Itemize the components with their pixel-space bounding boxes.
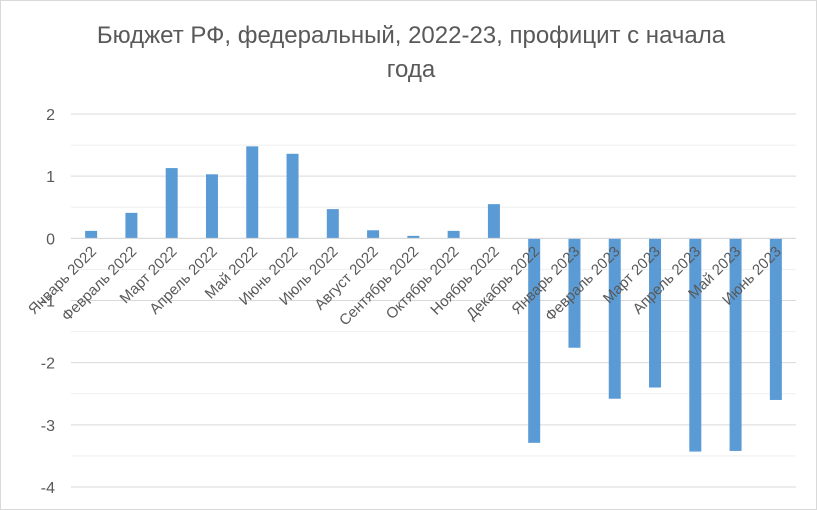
bar xyxy=(649,238,662,388)
y-tick-label: -3 xyxy=(41,418,55,435)
x-tick-label: Январь 2022 xyxy=(25,243,100,318)
y-tick-label: 0 xyxy=(46,231,55,248)
bar xyxy=(326,209,339,239)
bar xyxy=(729,238,742,451)
bar xyxy=(769,238,782,400)
bar xyxy=(125,212,138,239)
y-tick-label: 1 xyxy=(46,169,55,186)
bar xyxy=(487,204,500,239)
y-tick-label: -1 xyxy=(41,294,55,311)
bar xyxy=(246,146,259,239)
bar xyxy=(286,153,299,239)
y-tick-label: -4 xyxy=(41,480,55,497)
chart-title: Бюджет РФ, федеральный, 2022-23, профици… xyxy=(96,22,726,83)
bar xyxy=(165,168,178,239)
bar xyxy=(568,238,581,348)
bar xyxy=(689,238,702,452)
bar xyxy=(367,230,380,239)
bar xyxy=(205,174,218,239)
bar xyxy=(608,238,621,399)
bars xyxy=(85,146,782,452)
bar xyxy=(528,238,541,443)
y-axis-ticks: 2 1 0 -1 -2 -3 -4 xyxy=(41,107,55,497)
y-tick-label: -2 xyxy=(41,356,55,373)
bar xyxy=(407,235,420,239)
bar xyxy=(447,230,460,239)
bar xyxy=(85,230,98,239)
y-tick-label: 2 xyxy=(46,107,55,124)
